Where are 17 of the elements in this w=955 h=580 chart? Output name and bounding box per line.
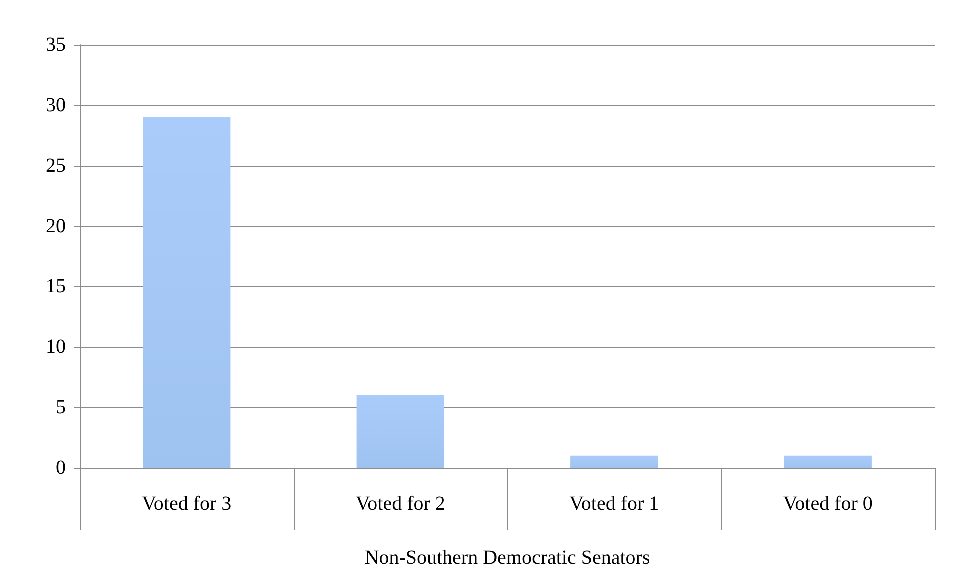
y-tick-label: 20 (46, 215, 66, 238)
bar (784, 456, 872, 468)
bar (570, 456, 658, 468)
y-tick-label: 5 (56, 396, 66, 419)
x-axis-title: Non-Southern Democratic Senators (364, 547, 650, 569)
bar (356, 395, 444, 468)
x-tick-label: Voted for 2 (356, 493, 446, 515)
x-tick-label: Voted for 1 (570, 493, 660, 515)
x-tick-label: Voted for 0 (783, 493, 873, 515)
y-tick-label: 30 (46, 94, 66, 116)
y-tick-label: 10 (46, 336, 66, 358)
bar (143, 118, 231, 468)
y-tick-label: 0 (56, 457, 66, 479)
x-tick-label: Voted for 3 (142, 493, 232, 515)
y-tick-label: 15 (46, 276, 66, 298)
y-tick-label: 35 (46, 34, 66, 56)
y-tick-label: 25 (46, 154, 66, 177)
